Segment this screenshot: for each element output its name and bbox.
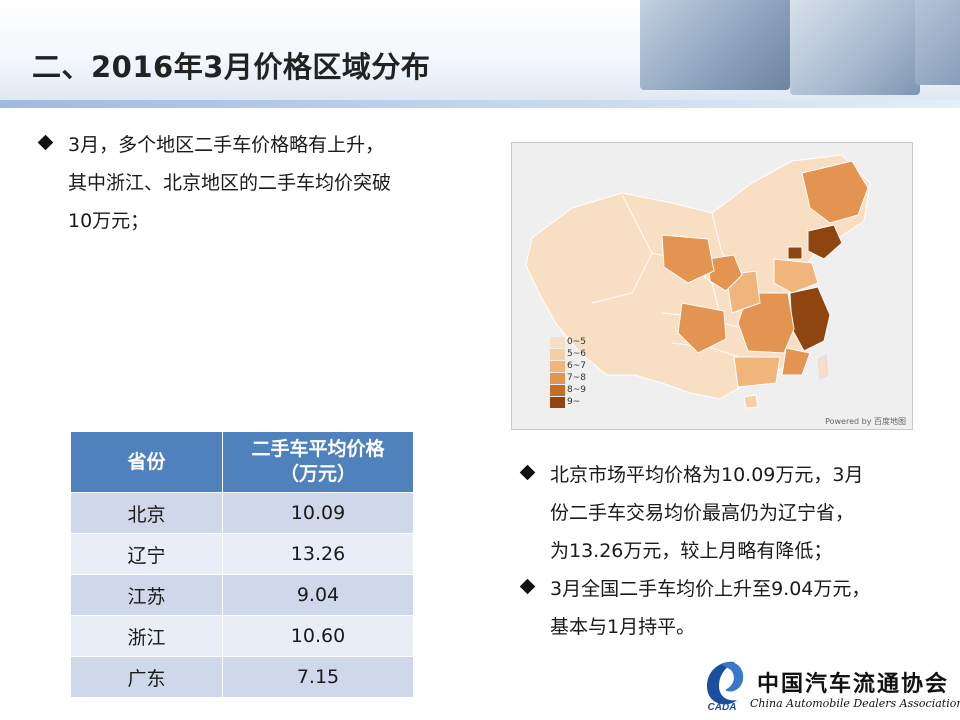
map-region (743, 394, 759, 409)
table-row: 浙江 10.60 (70, 615, 414, 657)
legend-label: 5~6 (567, 349, 586, 359)
legend-item: 8~9 (550, 384, 586, 396)
column-header-price: 二手车平均价格 （万元） (222, 431, 414, 493)
legend-swatch (550, 348, 565, 360)
table-row: 江苏 9.04 (70, 574, 414, 616)
legend-swatch (550, 384, 565, 396)
cell-price: 13.26 (222, 533, 414, 575)
map-region (773, 258, 819, 294)
cell-price: 10.60 (222, 615, 414, 657)
diamond-bullet-icon (37, 134, 54, 151)
column-header-price-unit: （万元） (279, 463, 356, 485)
table-row: 辽宁 13.26 (70, 533, 414, 575)
page-title: 二、2016年3月价格区域分布 (32, 50, 431, 84)
column-header-price-line: 二手车平均价格 (251, 438, 385, 460)
map-source-credit: Powered by 百度地图 (825, 417, 906, 426)
bullet-text: 3月，多个地区二手车价格略有上升， (68, 134, 385, 156)
header-band (0, 100, 960, 108)
legend-label: 7~8 (567, 373, 586, 383)
bullet-list-left: 3月，多个地区二手车价格略有上升， 其中浙江、北京地区的二手车均价突破 10万元… (37, 126, 392, 240)
table-row: 广东 7.15 (70, 656, 414, 698)
legend-swatch (550, 372, 565, 384)
bullet-text: 基本与1月持平。 (550, 616, 696, 638)
bullet-item: 3月，多个地区二手车价格略有上升， (37, 126, 391, 164)
legend-item: 9~ (550, 396, 586, 408)
bullet-text: 份二手车交易均价最高仍为辽宁省， (550, 502, 855, 524)
map-graphic (525, 154, 871, 409)
legend-item: 5~6 (550, 348, 586, 360)
map-region (807, 224, 843, 260)
china-price-map: 0~5 5~6 6~7 7~8 8~9 9~ Powered by 百度地图 (511, 142, 913, 430)
cell-province: 广东 (70, 656, 223, 698)
legend-label: 8~9 (567, 385, 586, 395)
legend-item: 0~5 (550, 336, 586, 348)
cada-logo-icon: CADA (707, 661, 744, 712)
legend-label: 0~5 (567, 337, 586, 347)
bullet-text: 3月全国二手车均价上升至9.04万元， (550, 578, 871, 600)
diamond-bullet-icon (519, 464, 536, 481)
cell-province: 北京 (70, 492, 223, 534)
map-region (661, 234, 715, 284)
legend-item: 6~7 (550, 360, 586, 372)
price-table: 省份 二手车平均价格 （万元） 北京 10.09 辽宁 13.26 江苏 9.04… (70, 431, 414, 698)
cell-price: 10.09 (222, 492, 414, 534)
slide-header (0, 0, 960, 108)
header-decoration-cube (790, 0, 920, 95)
legend-item: 7~8 (550, 372, 586, 384)
table-row: 北京 10.09 (70, 492, 414, 534)
table-header-row: 省份 二手车平均价格 （万元） (70, 431, 414, 493)
map-region (801, 160, 869, 224)
bullet-item: 3月全国二手车均价上升至9.04万元， (519, 570, 871, 608)
legend-label: 9~ (567, 397, 581, 407)
cell-province: 浙江 (70, 615, 223, 657)
column-header-province: 省份 (70, 431, 223, 493)
map-region (733, 356, 781, 388)
map-legend: 0~5 5~6 6~7 7~8 8~9 9~ (550, 336, 586, 408)
logo-chinese-name: 中国汽车流通协会 (757, 671, 950, 697)
map-region (707, 254, 743, 292)
logo-english-name: China Automobile Dealers Association (750, 697, 960, 710)
cell-price: 9.04 (222, 574, 414, 616)
header-decoration-cube (640, 0, 790, 90)
legend-swatch (550, 396, 565, 408)
cell-province: 辽宁 (70, 533, 223, 575)
map-region (737, 292, 795, 354)
legend-label: 6~7 (567, 361, 586, 371)
bullet-text: 其中浙江、北京地区的二手车均价突破 (68, 172, 392, 194)
bullet-text: 为13.26万元，较上月略有降低； (550, 540, 833, 562)
bullet-text: 10万元； (68, 210, 150, 232)
bullet-text: 北京市场平均价格为10.09万元，3月 (550, 464, 864, 486)
logo-mark-text: CADA (708, 702, 737, 712)
map-region (677, 302, 727, 354)
map-region (781, 347, 811, 376)
legend-swatch (550, 336, 565, 348)
cell-province: 江苏 (70, 574, 223, 616)
bullet-list-right: 北京市场平均价格为10.09万元，3月 份二手车交易均价最高仍为辽宁省， 为13… (519, 456, 871, 646)
bullet-item: 北京市场平均价格为10.09万元，3月 (519, 456, 870, 494)
map-region (787, 246, 803, 260)
header-decoration-cube (915, 0, 960, 85)
legend-swatch (550, 360, 565, 372)
map-region (817, 354, 829, 380)
cell-price: 7.15 (222, 656, 414, 698)
diamond-bullet-icon (519, 578, 536, 595)
